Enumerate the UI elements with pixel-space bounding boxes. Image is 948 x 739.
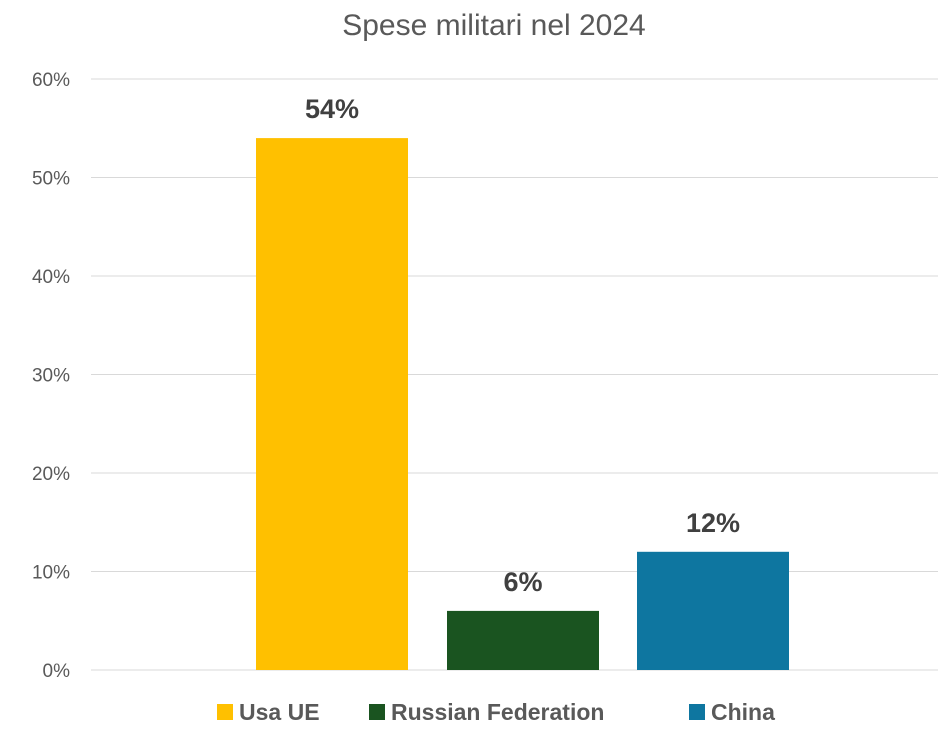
y-tick-label: 0% [43,661,71,682]
data-label: 6% [503,567,542,597]
legend-label: Russian Federation [391,699,604,725]
y-tick-label: 20% [32,464,70,485]
legend-label: China [711,699,775,725]
y-tick-label: 40% [32,267,70,288]
data-label: 12% [686,508,740,538]
data-label: 54% [305,94,359,124]
y-axis-ticks: 0% 10% 20% 30% 40% 50% 60% [32,70,70,682]
legend-swatch [689,704,705,720]
y-tick-label: 10% [32,563,70,584]
gridlines [91,78,938,671]
legend-swatch [369,704,385,720]
bar-2 [637,551,789,670]
data-labels: 54% 6% 12% [305,94,740,597]
bar-0 [256,138,408,671]
legend-swatch [217,704,233,720]
chart-title: Spese militari nel 2024 [342,9,646,42]
bar-1 [447,610,599,670]
bars [256,138,789,671]
y-tick-label: 50% [32,169,70,190]
legend: Usa UE Russian Federation China [217,699,775,725]
legend-label: Usa UE [239,699,320,725]
y-tick-label: 30% [32,366,70,387]
y-tick-label: 60% [32,70,70,91]
